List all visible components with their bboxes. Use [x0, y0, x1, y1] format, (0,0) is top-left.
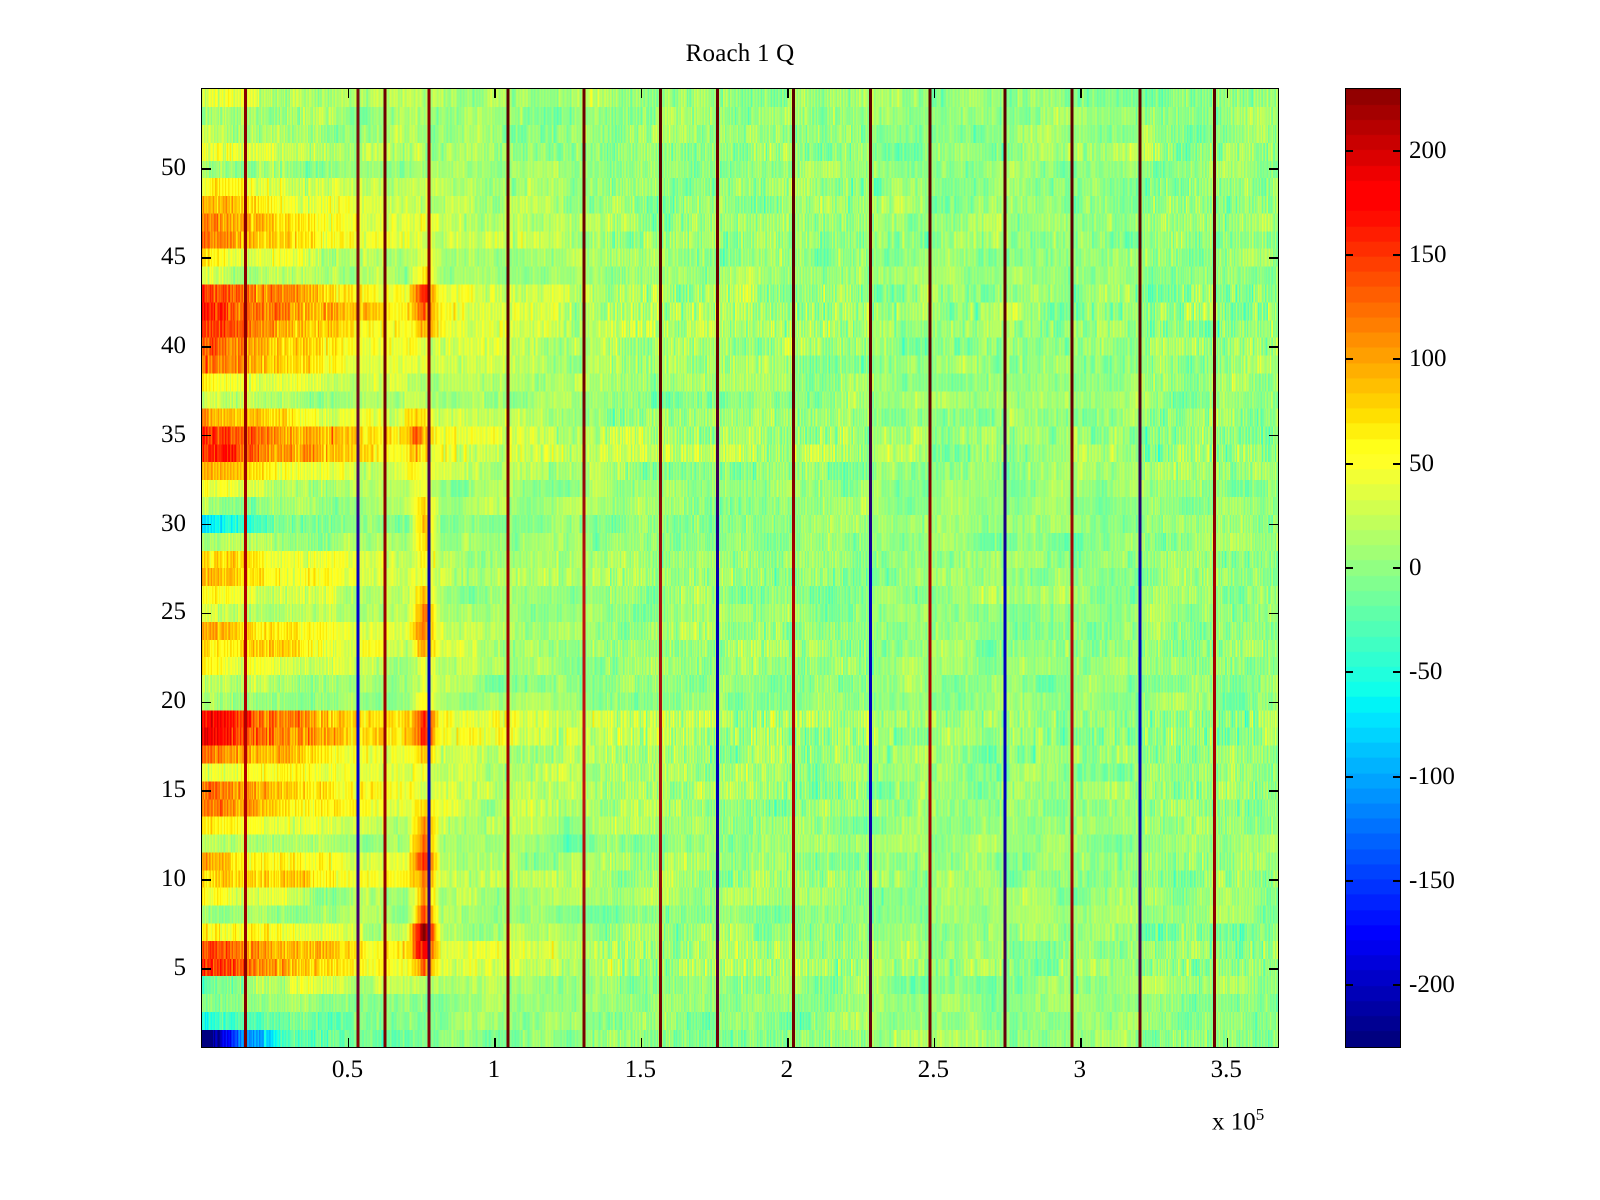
colorbar-tick — [1345, 358, 1353, 361]
page-title: Roach 1 Q — [685, 40, 795, 67]
y-axis-tick — [202, 434, 211, 437]
colorbar-tick-right — [1393, 880, 1401, 883]
y-axis-tick-label: 10 — [161, 865, 186, 893]
x-axis-tick — [640, 1038, 643, 1047]
colorbar-tick — [1345, 671, 1353, 674]
colorbar-tick — [1345, 984, 1353, 987]
colorbar-tick-label: -200 — [1409, 971, 1455, 999]
colorbar-tick — [1345, 775, 1353, 778]
colorbar-tick — [1345, 462, 1353, 465]
y-axis-tick-label: 20 — [161, 687, 186, 715]
colorbar-tick-label: -100 — [1409, 762, 1455, 790]
colorbar-tick-right — [1393, 462, 1401, 465]
y-axis-tick — [202, 968, 211, 970]
colorbar-tick-label: 100 — [1409, 345, 1447, 373]
x-axis-tick — [347, 1038, 350, 1047]
x-axis-tick — [1080, 1038, 1082, 1047]
x-axis-tick-label: 2.5 — [917, 1056, 949, 1083]
x-axis-tick-label: 3 — [1073, 1056, 1087, 1083]
y-axis-tick-right — [1269, 434, 1278, 437]
colorbar-tick-label: 0 — [1409, 554, 1422, 581]
x-axis-tick-top — [347, 89, 350, 98]
heatmap-image — [202, 89, 1278, 1047]
y-axis-tick-right — [1269, 612, 1278, 615]
colorbar-tick — [1345, 149, 1353, 152]
x-exponent-power: 5 — [1255, 1105, 1265, 1124]
y-axis-tick — [202, 346, 211, 348]
y-axis-tick-label: 35 — [161, 420, 186, 448]
y-axis-tick-right — [1269, 523, 1278, 526]
y-axis-tick-label: 30 — [161, 509, 186, 537]
x-axis-tick — [494, 1038, 496, 1047]
y-axis-tick — [202, 701, 211, 704]
x-exponent-base: x 10 — [1212, 1108, 1256, 1136]
x-axis-tick-label: 0.5 — [331, 1056, 364, 1083]
colorbar-tick-right — [1393, 671, 1401, 674]
x-axis-tick — [787, 1038, 789, 1047]
y-axis-tick-right — [1269, 257, 1278, 259]
x-axis-tick-top — [933, 89, 936, 98]
colorbar-tick-label: -150 — [1409, 867, 1455, 895]
y-axis-tick-label: 40 — [161, 331, 186, 359]
colorbar-gradient — [1346, 89, 1400, 1047]
y-axis-tick — [202, 257, 211, 259]
y-axis-tick-right — [1269, 968, 1278, 970]
colorbar-tick-right — [1393, 358, 1401, 361]
y-axis-tick-label: 5 — [173, 954, 187, 981]
y-axis-tick-label: 50 — [161, 154, 186, 181]
y-axis-tick — [202, 168, 211, 170]
y-axis-tick — [202, 790, 211, 792]
y-axis-tick — [202, 879, 211, 881]
x-axis-tick-label: 2 — [780, 1056, 794, 1083]
x-axis-tick-label: 1 — [487, 1056, 501, 1083]
colorbar-tick-right — [1393, 149, 1401, 152]
x-axis-tick-top — [494, 89, 496, 98]
x-axis-exponent-label: x 105 — [1212, 1105, 1264, 1136]
x-axis-tick-label: 1.5 — [624, 1056, 657, 1083]
x-axis-tick-top — [640, 89, 643, 98]
colorbar-tick-label: 150 — [1409, 240, 1447, 268]
y-axis-tick-right — [1269, 701, 1278, 704]
y-axis-tick-right — [1269, 790, 1278, 792]
colorbar-tick-right — [1393, 775, 1401, 778]
colorbar-tick-right — [1393, 984, 1401, 987]
colorbar — [1345, 88, 1401, 1048]
y-axis-tick-right — [1269, 346, 1278, 348]
colorbar-tick — [1345, 880, 1353, 883]
y-axis-tick-right — [1269, 879, 1278, 881]
y-axis-tick-right — [1269, 168, 1278, 170]
colorbar-group[interactable]: 200 150 100 50 0 -50 -100 -150 -200 — [1345, 88, 1455, 1048]
colorbar-tick-right — [1393, 567, 1401, 569]
x-axis-tick-top — [1226, 89, 1229, 98]
colorbar-tick-label: 200 — [1409, 136, 1447, 164]
x-axis-tick-label: 3.5 — [1210, 1056, 1242, 1083]
y-axis-tick-label: 15 — [161, 776, 186, 804]
y-axis-tick-label: 45 — [161, 242, 186, 270]
heatmap-axes[interactable] — [201, 88, 1279, 1048]
y-axis-tick — [202, 523, 211, 526]
x-axis-tick-top — [787, 89, 789, 98]
y-axis-tick-label: 25 — [161, 598, 186, 626]
colorbar-tick-right — [1393, 253, 1401, 256]
colorbar-tick-label: -50 — [1409, 658, 1443, 686]
y-axis-tick — [202, 612, 211, 615]
x-axis-tick — [1226, 1038, 1229, 1047]
colorbar-tick-label: 50 — [1409, 449, 1434, 477]
colorbar-tick — [1345, 253, 1353, 256]
colorbar-tick — [1345, 567, 1353, 569]
x-axis-tick-top — [1080, 89, 1082, 98]
x-axis-tick — [933, 1038, 936, 1047]
